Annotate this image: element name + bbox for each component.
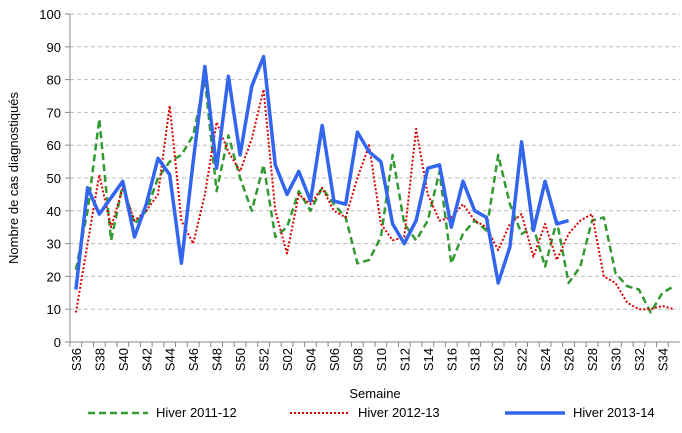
x-tick-label: S14 (421, 348, 436, 371)
y-tick-label: 90 (47, 40, 61, 55)
x-tick-label: S28 (585, 348, 600, 371)
x-tick-label: S36 (69, 348, 84, 371)
x-tick-label: S10 (374, 348, 389, 371)
y-tick-label: 80 (47, 73, 61, 88)
y-tick-label: 10 (47, 302, 61, 317)
y-tick-label: 0 (54, 335, 61, 350)
y-tick-label: 40 (47, 204, 61, 219)
x-tick-label: S20 (491, 348, 506, 371)
x-tick-label: S34 (655, 348, 670, 371)
series-line (74, 54, 570, 290)
x-tick-label: S04 (303, 348, 318, 371)
legend-label: Hiver 2011-12 (156, 405, 237, 420)
x-tick-label: S48 (210, 348, 225, 371)
x-tick-label: S38 (92, 348, 107, 371)
series-line (74, 88, 675, 313)
y-tick-label: 100 (39, 7, 61, 22)
x-tick-label: S40 (116, 348, 131, 371)
x-tick-label: S12 (397, 348, 412, 371)
x-tick-label: S16 (444, 348, 459, 371)
x-tick-label: S22 (515, 348, 530, 371)
x-tick-label: S24 (538, 348, 553, 371)
x-tick-label: S42 (139, 348, 154, 371)
x-tick-label: S32 (632, 348, 647, 371)
legend-label: Hiver 2012-13 (358, 405, 440, 420)
x-tick-label: S02 (280, 348, 295, 371)
y-tick-label: 60 (47, 138, 61, 153)
x-tick-label: S46 (186, 348, 201, 371)
x-tick-label: S18 (468, 348, 483, 371)
x-tick-label: S08 (350, 348, 365, 371)
x-tick-label: S30 (608, 348, 623, 371)
y-tick-label: 20 (47, 269, 61, 284)
x-tick-label: S06 (327, 348, 342, 371)
y-tick-label: 50 (47, 171, 61, 186)
legend-label: Hiver 2013-14 (573, 405, 655, 420)
x-tick-label: S44 (163, 348, 178, 371)
series-line (74, 78, 675, 314)
y-tick-label: 70 (47, 105, 61, 120)
x-tick-label: S50 (233, 348, 248, 371)
y-axis-label: Nombre de cas diagnostiqués (6, 92, 21, 264)
y-tick-label: 30 (47, 237, 61, 252)
x-axis-label: Semaine (349, 386, 400, 401)
x-tick-label: S52 (257, 348, 272, 371)
x-tick-label: S26 (562, 348, 577, 371)
